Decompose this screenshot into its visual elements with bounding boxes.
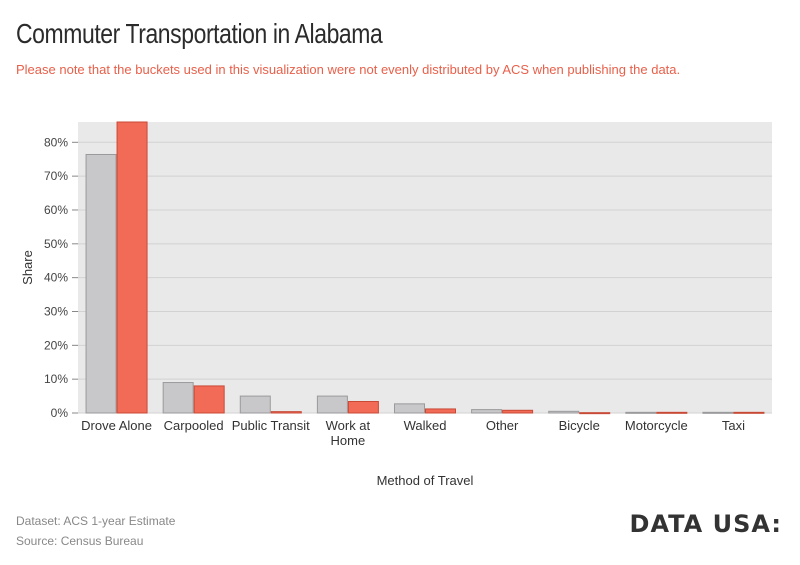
bar[interactable] (239, 395, 271, 414)
bar[interactable] (625, 411, 657, 414)
y-axis-title: Share (20, 250, 35, 285)
y-tick-label: 40% (44, 271, 68, 285)
y-tick-label: 80% (44, 135, 68, 149)
y-tick-label: 30% (44, 304, 68, 318)
bar[interactable] (733, 411, 765, 414)
y-axis-ticks: 0% 10% 20% 30% 40% 50% 60% 70% 80% (44, 135, 78, 420)
bar[interactable] (394, 403, 425, 414)
plot-background (78, 122, 772, 413)
x-tick-label: Taxi (722, 418, 745, 433)
bar[interactable] (116, 121, 148, 414)
chart-title: Commuter Transportation in Alabama (16, 18, 383, 49)
x-tick-label: Other (486, 418, 519, 433)
bar[interactable] (85, 153, 117, 414)
x-tick-label: Drove Alone (81, 418, 152, 433)
bar[interactable] (702, 411, 734, 414)
y-tick-label: 70% (44, 169, 68, 183)
x-tick-label: Motorcycle (625, 418, 688, 433)
x-tick-label: Bicycle (559, 418, 600, 433)
y-tick-label: 20% (44, 338, 68, 352)
bar[interactable] (316, 395, 348, 414)
x-axis-labels: Drove Alone Carpooled Public Transit Work a… (81, 418, 745, 448)
bar[interactable] (656, 411, 688, 414)
bar[interactable] (347, 400, 379, 414)
x-tick-label: Carpooled (164, 418, 224, 433)
x-tick-label: Public Transit (232, 418, 310, 433)
bar[interactable] (502, 409, 534, 414)
bar[interactable] (425, 408, 456, 414)
chart-subtitle: Please note that the buckets used in thi… (16, 62, 681, 77)
bar[interactable] (548, 410, 580, 414)
bar[interactable] (579, 412, 611, 415)
bar-chart: 0% 10% 20% 30% 40% 50% 60% 70% 80% Drove Alone Ca… (20, 121, 772, 488)
bar[interactable] (193, 385, 225, 414)
bar[interactable] (270, 411, 302, 414)
y-tick-label: 60% (44, 203, 68, 217)
x-tick-label: Work at Home (326, 418, 371, 448)
x-axis-title: Method of Travel (377, 473, 474, 488)
x-tick-label: Walked (404, 418, 447, 433)
datausa-logo[interactable]: DATA USA: (629, 510, 782, 538)
dataset-label: Dataset: ACS 1-year Estimate (16, 514, 176, 528)
bar[interactable] (162, 382, 194, 414)
source-label: Source: Census Bureau (16, 534, 144, 548)
y-tick-label: 0% (51, 406, 69, 420)
bars (85, 121, 765, 415)
y-tick-label: 10% (44, 372, 68, 386)
bar[interactable] (471, 409, 503, 414)
y-tick-label: 50% (44, 237, 68, 251)
